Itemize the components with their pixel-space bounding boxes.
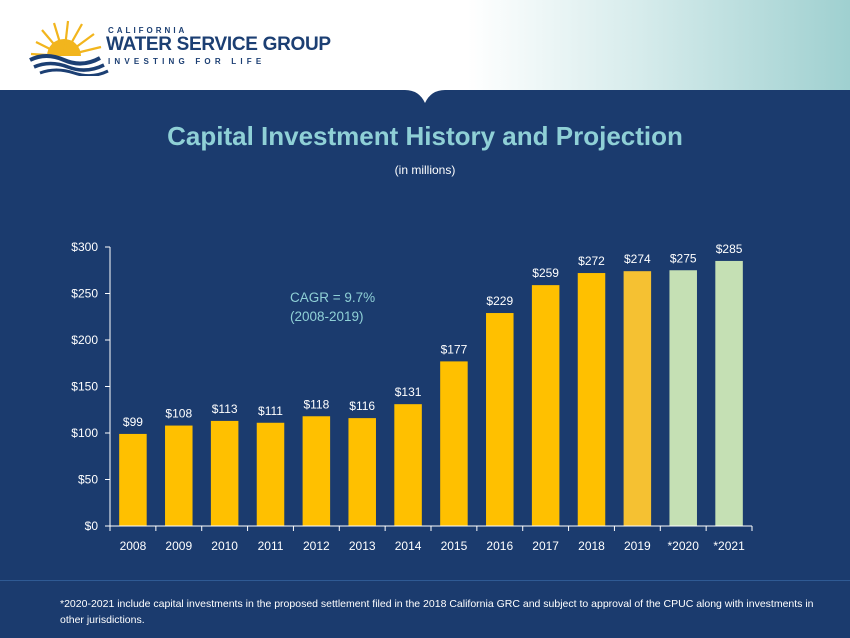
bar <box>348 418 376 526</box>
x-tick-label: 2017 <box>532 539 559 553</box>
x-tick-label: 2019 <box>624 539 651 553</box>
x-axis: 2008 2009 2010 2011 2012 2013 2014 2015 2016 2017… <box>109 525 753 553</box>
brand-tagline: INVESTING FOR LIFE <box>108 57 266 66</box>
bar-data-label: $111 <box>258 404 283 418</box>
bar-data-label: $275 <box>670 251 697 265</box>
x-tick-label: *2021 <box>713 539 745 553</box>
bar <box>486 313 514 526</box>
bar-data-label: $259 <box>532 266 559 280</box>
chart-subtitle: (in millions) <box>394 163 456 177</box>
bar <box>302 416 331 526</box>
brand-name: WATER SERVICE GROUP <box>106 34 331 55</box>
header-notch <box>405 88 445 103</box>
x-tick-label: 2015 <box>441 539 468 553</box>
x-tick-label: 2011 <box>258 539 284 553</box>
bar <box>440 361 468 526</box>
x-tick-label: 2012 <box>303 539 330 553</box>
bar-data-label: $116 <box>349 399 375 413</box>
y-tick-label: $150 <box>71 380 98 394</box>
bar <box>623 271 652 526</box>
bar-data-label: $272 <box>578 254 605 268</box>
header-banner: CALIFORNIA WATER SERVICE GROUP INVESTING… <box>0 0 850 90</box>
cagr-annotation-line1: CAGR = 9.7% <box>290 290 375 305</box>
y-tick-label: $250 <box>71 287 98 301</box>
x-tick-label: 2018 <box>578 539 605 553</box>
bar-data-label: $131 <box>395 385 422 399</box>
y-tick-label: $50 <box>78 473 98 487</box>
bar <box>256 422 285 526</box>
bar-data-label: $229 <box>486 294 513 308</box>
footnote: *2020-2021 include capital investments i… <box>60 598 814 626</box>
brand-top-text: CALIFORNIA <box>108 26 188 35</box>
bar <box>715 260 743 526</box>
bar-data-label: $285 <box>716 242 743 256</box>
bar-data-label: $113 <box>212 402 238 416</box>
bar <box>165 425 193 526</box>
cagr-annotation-line2: (2008-2019) <box>290 309 364 324</box>
x-tick-label: 2014 <box>395 539 422 553</box>
bar <box>531 285 560 526</box>
x-tick-label: 2009 <box>165 539 192 553</box>
y-tick-label: $200 <box>71 333 98 347</box>
bar <box>119 433 147 526</box>
bar-chart: $0 $50 $100 $150 $200 $250 $300 $99 $108 $113 $11… <box>71 240 753 553</box>
y-tick-label: $0 <box>85 519 99 533</box>
bars: $99 $108 $113 $111 $118 $116 $131 $177 $229 $259 $… <box>119 242 743 526</box>
bar-data-label: $118 <box>303 397 329 411</box>
x-tick-label: 2008 <box>120 539 147 553</box>
y-tick-label: $100 <box>71 426 98 440</box>
bar-data-label: $108 <box>165 407 192 421</box>
bar <box>669 270 697 526</box>
bar-data-label: $177 <box>441 342 468 356</box>
bar <box>394 404 422 526</box>
bar-data-label: $99 <box>123 415 143 429</box>
y-axis: $0 $50 $100 $150 $200 $250 $300 <box>71 240 111 533</box>
chart-title: Capital Investment History and Projectio… <box>167 121 683 151</box>
y-tick-label: $300 <box>71 240 98 254</box>
x-tick-label: *2020 <box>668 539 700 553</box>
bar <box>210 420 239 526</box>
bar <box>577 273 606 526</box>
bar-data-label: $274 <box>624 252 651 266</box>
x-tick-label: 2010 <box>211 539 238 553</box>
x-tick-label: 2013 <box>349 539 376 553</box>
sun-water-logo-icon <box>28 20 110 76</box>
x-tick-label: 2016 <box>486 539 513 553</box>
footer-divider <box>0 580 850 581</box>
